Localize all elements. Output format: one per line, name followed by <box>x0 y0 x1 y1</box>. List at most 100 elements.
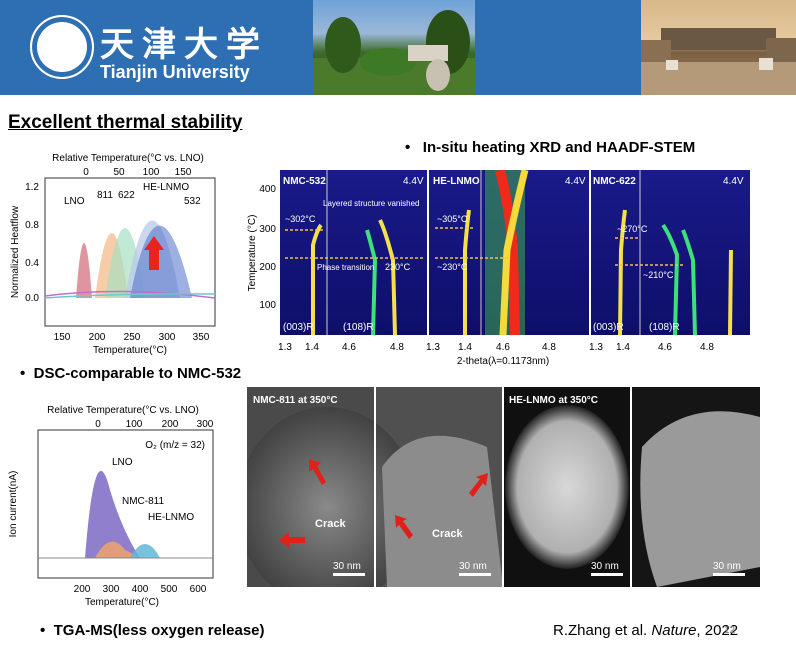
svg-text:Ion current(nA): Ion current(nA) <box>8 471 19 538</box>
svg-text:300: 300 <box>197 419 214 430</box>
svg-text:1.3: 1.3 <box>589 342 603 353</box>
svg-text:~270°C: ~270°C <box>617 224 648 234</box>
svg-text:50: 50 <box>113 167 125 178</box>
svg-text:300: 300 <box>103 584 120 595</box>
svg-text:2-theta(λ=0.1173nm): 2-theta(λ=0.1173nm) <box>457 356 549 367</box>
svg-text:0.0: 0.0 <box>25 293 39 304</box>
svg-text:4.4V: 4.4V <box>403 176 424 187</box>
svg-text:100: 100 <box>259 300 276 311</box>
dsc-peak-lno <box>76 243 92 298</box>
svg-text:HE-LNMO: HE-LNMO <box>143 182 189 193</box>
university-seal-icon <box>30 15 94 79</box>
dsc-peak-532 <box>130 225 192 298</box>
svg-text:4.8: 4.8 <box>542 342 556 353</box>
svg-text:~305°C: ~305°C <box>437 214 468 224</box>
svg-text:Layered structure vanished: Layered structure vanished <box>323 199 420 208</box>
bullet-tga: • TGA-MS(less oxygen release) <box>40 622 265 639</box>
bullet-insitu: • In-situ heating XRD and HAADF-STEM <box>405 139 696 156</box>
svg-text:300: 300 <box>259 224 276 235</box>
dsc-arrow-icon <box>144 236 164 270</box>
svg-text:1.2: 1.2 <box>25 182 39 193</box>
header-banner: 天津大学 Tianjin University <box>0 0 796 95</box>
svg-text:30 nm: 30 nm <box>459 561 487 572</box>
svg-text:LNO: LNO <box>64 196 85 207</box>
svg-text:0.8: 0.8 <box>25 220 39 231</box>
svg-text:532: 532 <box>184 196 201 207</box>
svg-text:622: 622 <box>118 190 135 201</box>
dsc-top-axis-label: Relative Temperature(°C vs. LNO) <box>52 153 204 164</box>
svg-text:4.6: 4.6 <box>496 342 510 353</box>
svg-text:30 nm: 30 nm <box>591 561 619 572</box>
svg-text:Temperature(°C): Temperature(°C) <box>85 597 159 608</box>
svg-text:HE-LNMO: HE-LNMO <box>148 512 194 523</box>
stem-images: NMC-811 at 350°C HE-LNMO at 350°C Crack … <box>237 387 760 607</box>
campus-photo-garden <box>313 0 475 95</box>
svg-text:811: 811 <box>97 190 113 201</box>
svg-text:30 nm: 30 nm <box>333 561 361 572</box>
campus-photo-plaza <box>641 0 796 95</box>
svg-text:4.8: 4.8 <box>390 342 404 353</box>
svg-text:4.6: 4.6 <box>342 342 356 353</box>
xrd-heatmaps: NMC-532 4.4V HE-LNMO 4.4V NMC-622 4.4V ~… <box>245 168 755 370</box>
svg-text:Normalized Heatflow: Normalized Heatflow <box>10 205 21 298</box>
svg-text:~210°C: ~210°C <box>643 270 674 280</box>
crack-arrow-icon <box>395 515 413 539</box>
svg-text:400: 400 <box>259 184 276 195</box>
svg-text:600: 600 <box>190 584 207 595</box>
tga-chart: Relative Temperature(°C vs. LNO) 0 100 2… <box>0 400 225 612</box>
svg-text:500: 500 <box>161 584 178 595</box>
svg-text:400: 400 <box>132 584 149 595</box>
svg-text:250: 250 <box>124 332 141 343</box>
svg-text:100: 100 <box>143 167 160 178</box>
tga-peak-811 <box>95 541 140 558</box>
svg-text:4.8: 4.8 <box>700 342 714 353</box>
svg-text:NMC-532: NMC-532 <box>283 176 326 187</box>
crack-arrow-icon <box>309 459 326 485</box>
svg-text:0.4: 0.4 <box>25 258 39 269</box>
svg-text:Temperature (°C): Temperature (°C) <box>247 215 258 292</box>
svg-text:350: 350 <box>193 332 210 343</box>
svg-text:230°C: 230°C <box>385 262 411 272</box>
crack-arrow-icon <box>279 532 305 548</box>
svg-text:NMC-622: NMC-622 <box>593 176 636 187</box>
svg-text:1.3: 1.3 <box>278 342 292 353</box>
university-name-en: Tianjin University <box>100 62 250 82</box>
page-number: 12 <box>724 625 736 636</box>
svg-text:30 nm: 30 nm <box>713 561 741 572</box>
svg-text:200: 200 <box>259 262 276 273</box>
tga-peak-he-lnmo <box>130 544 160 558</box>
svg-text:150: 150 <box>175 167 192 178</box>
svg-text:~230°C: ~230°C <box>437 262 468 272</box>
svg-text:LNO: LNO <box>112 457 133 468</box>
svg-text:1.4: 1.4 <box>305 342 319 353</box>
svg-text:200: 200 <box>89 332 106 343</box>
svg-text:Temperature(°C): Temperature(°C) <box>93 345 167 356</box>
bullet-dsc: • DSC-comparable to NMC-532 <box>20 365 242 382</box>
crack-arrow-icon <box>469 473 488 497</box>
svg-text:Phase transition: Phase transition <box>317 263 374 272</box>
svg-text:4.4V: 4.4V <box>565 176 586 187</box>
svg-text:200: 200 <box>162 419 179 430</box>
svg-text:0: 0 <box>95 419 101 430</box>
tga-peak-lno <box>85 470 140 558</box>
svg-text:100: 100 <box>126 419 143 430</box>
svg-text:~302°C: ~302°C <box>285 214 316 224</box>
slide-title: Excellent thermal stability <box>8 112 243 133</box>
svg-text:0: 0 <box>83 167 89 178</box>
svg-text:Crack: Crack <box>432 528 463 540</box>
svg-text:(108)R: (108)R <box>343 322 374 333</box>
svg-text:Relative Temperature(°C vs. LN: Relative Temperature(°C vs. LNO) <box>47 405 199 416</box>
svg-text:150: 150 <box>54 332 71 343</box>
svg-text:4.4V: 4.4V <box>723 176 744 187</box>
svg-text:(003)R: (003)R <box>593 322 624 333</box>
citation: R.Zhang et al. Nature, 2022 <box>553 622 739 639</box>
svg-text:300: 300 <box>159 332 176 343</box>
svg-text:O₂ (m/z = 32): O₂ (m/z = 32) <box>145 440 205 451</box>
university-name-cn: 天津大学 <box>100 25 268 65</box>
svg-text:4.6: 4.6 <box>658 342 672 353</box>
svg-text:1.4: 1.4 <box>458 342 472 353</box>
svg-text:Crack: Crack <box>315 518 346 530</box>
svg-text:200: 200 <box>74 584 91 595</box>
university-logo: 天津大学 Tianjin University <box>30 15 260 82</box>
svg-text:1.3: 1.3 <box>426 342 440 353</box>
